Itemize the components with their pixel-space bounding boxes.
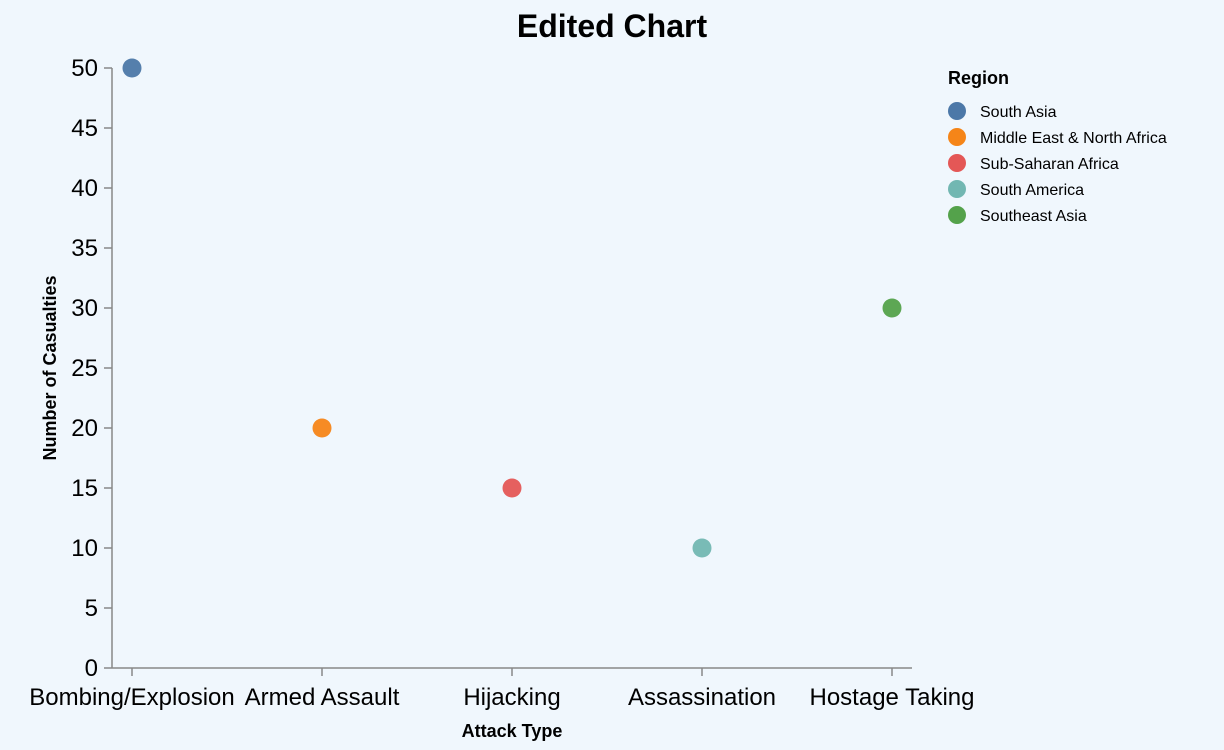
y-tick-label: 10 — [71, 535, 98, 562]
y-tick-label: 5 — [85, 595, 98, 622]
y-tick-label: 35 — [71, 235, 98, 262]
x-tick-label: Armed Assault — [245, 684, 400, 711]
y-tick-label: 0 — [85, 655, 98, 682]
legend-label: Southeast Asia — [980, 208, 1087, 225]
y-tick-label: 40 — [71, 175, 98, 202]
legend-swatch — [948, 128, 966, 146]
y-tick-label: 45 — [71, 115, 98, 142]
data-point — [882, 298, 902, 318]
x-tick-label: Hijacking — [463, 684, 560, 711]
legend-label: South America — [980, 182, 1084, 199]
legend-label: Sub-Saharan Africa — [980, 156, 1119, 173]
y-tick-label: 20 — [71, 415, 98, 442]
legend-label: Middle East & North Africa — [980, 130, 1167, 147]
x-tick-label: Hostage Taking — [810, 684, 975, 711]
legend-swatch — [948, 102, 966, 120]
y-tick-label: 25 — [71, 355, 98, 382]
chart-title: Edited Chart — [517, 8, 708, 44]
x-axis: Bombing/Explosion Armed Assault Hijacking A… — [29, 667, 975, 711]
y-axis-title: Number of Casualties — [40, 275, 60, 460]
data-point — [692, 538, 712, 558]
data-point — [502, 478, 522, 498]
legend-swatch — [948, 180, 966, 198]
legend: Region South Asia Middle East & North Afr… — [948, 68, 1167, 225]
y-axis: 0 5 10 15 20 25 30 35 40 45 50 — [71, 55, 113, 682]
x-tick-label: Assassination — [628, 684, 776, 711]
y-tick-label: 30 — [71, 295, 98, 322]
y-tick-label: 50 — [71, 55, 98, 82]
data-point — [122, 58, 142, 78]
legend-label: South Asia — [980, 104, 1057, 121]
data-points — [122, 58, 902, 558]
x-axis-title: Attack Type — [462, 721, 563, 741]
legend-title: Region — [948, 68, 1009, 88]
legend-swatch — [948, 154, 966, 172]
y-tick-label: 15 — [71, 475, 98, 502]
data-point — [312, 418, 332, 438]
legend-swatch — [948, 206, 966, 224]
x-tick-label: Bombing/Explosion — [29, 684, 234, 711]
